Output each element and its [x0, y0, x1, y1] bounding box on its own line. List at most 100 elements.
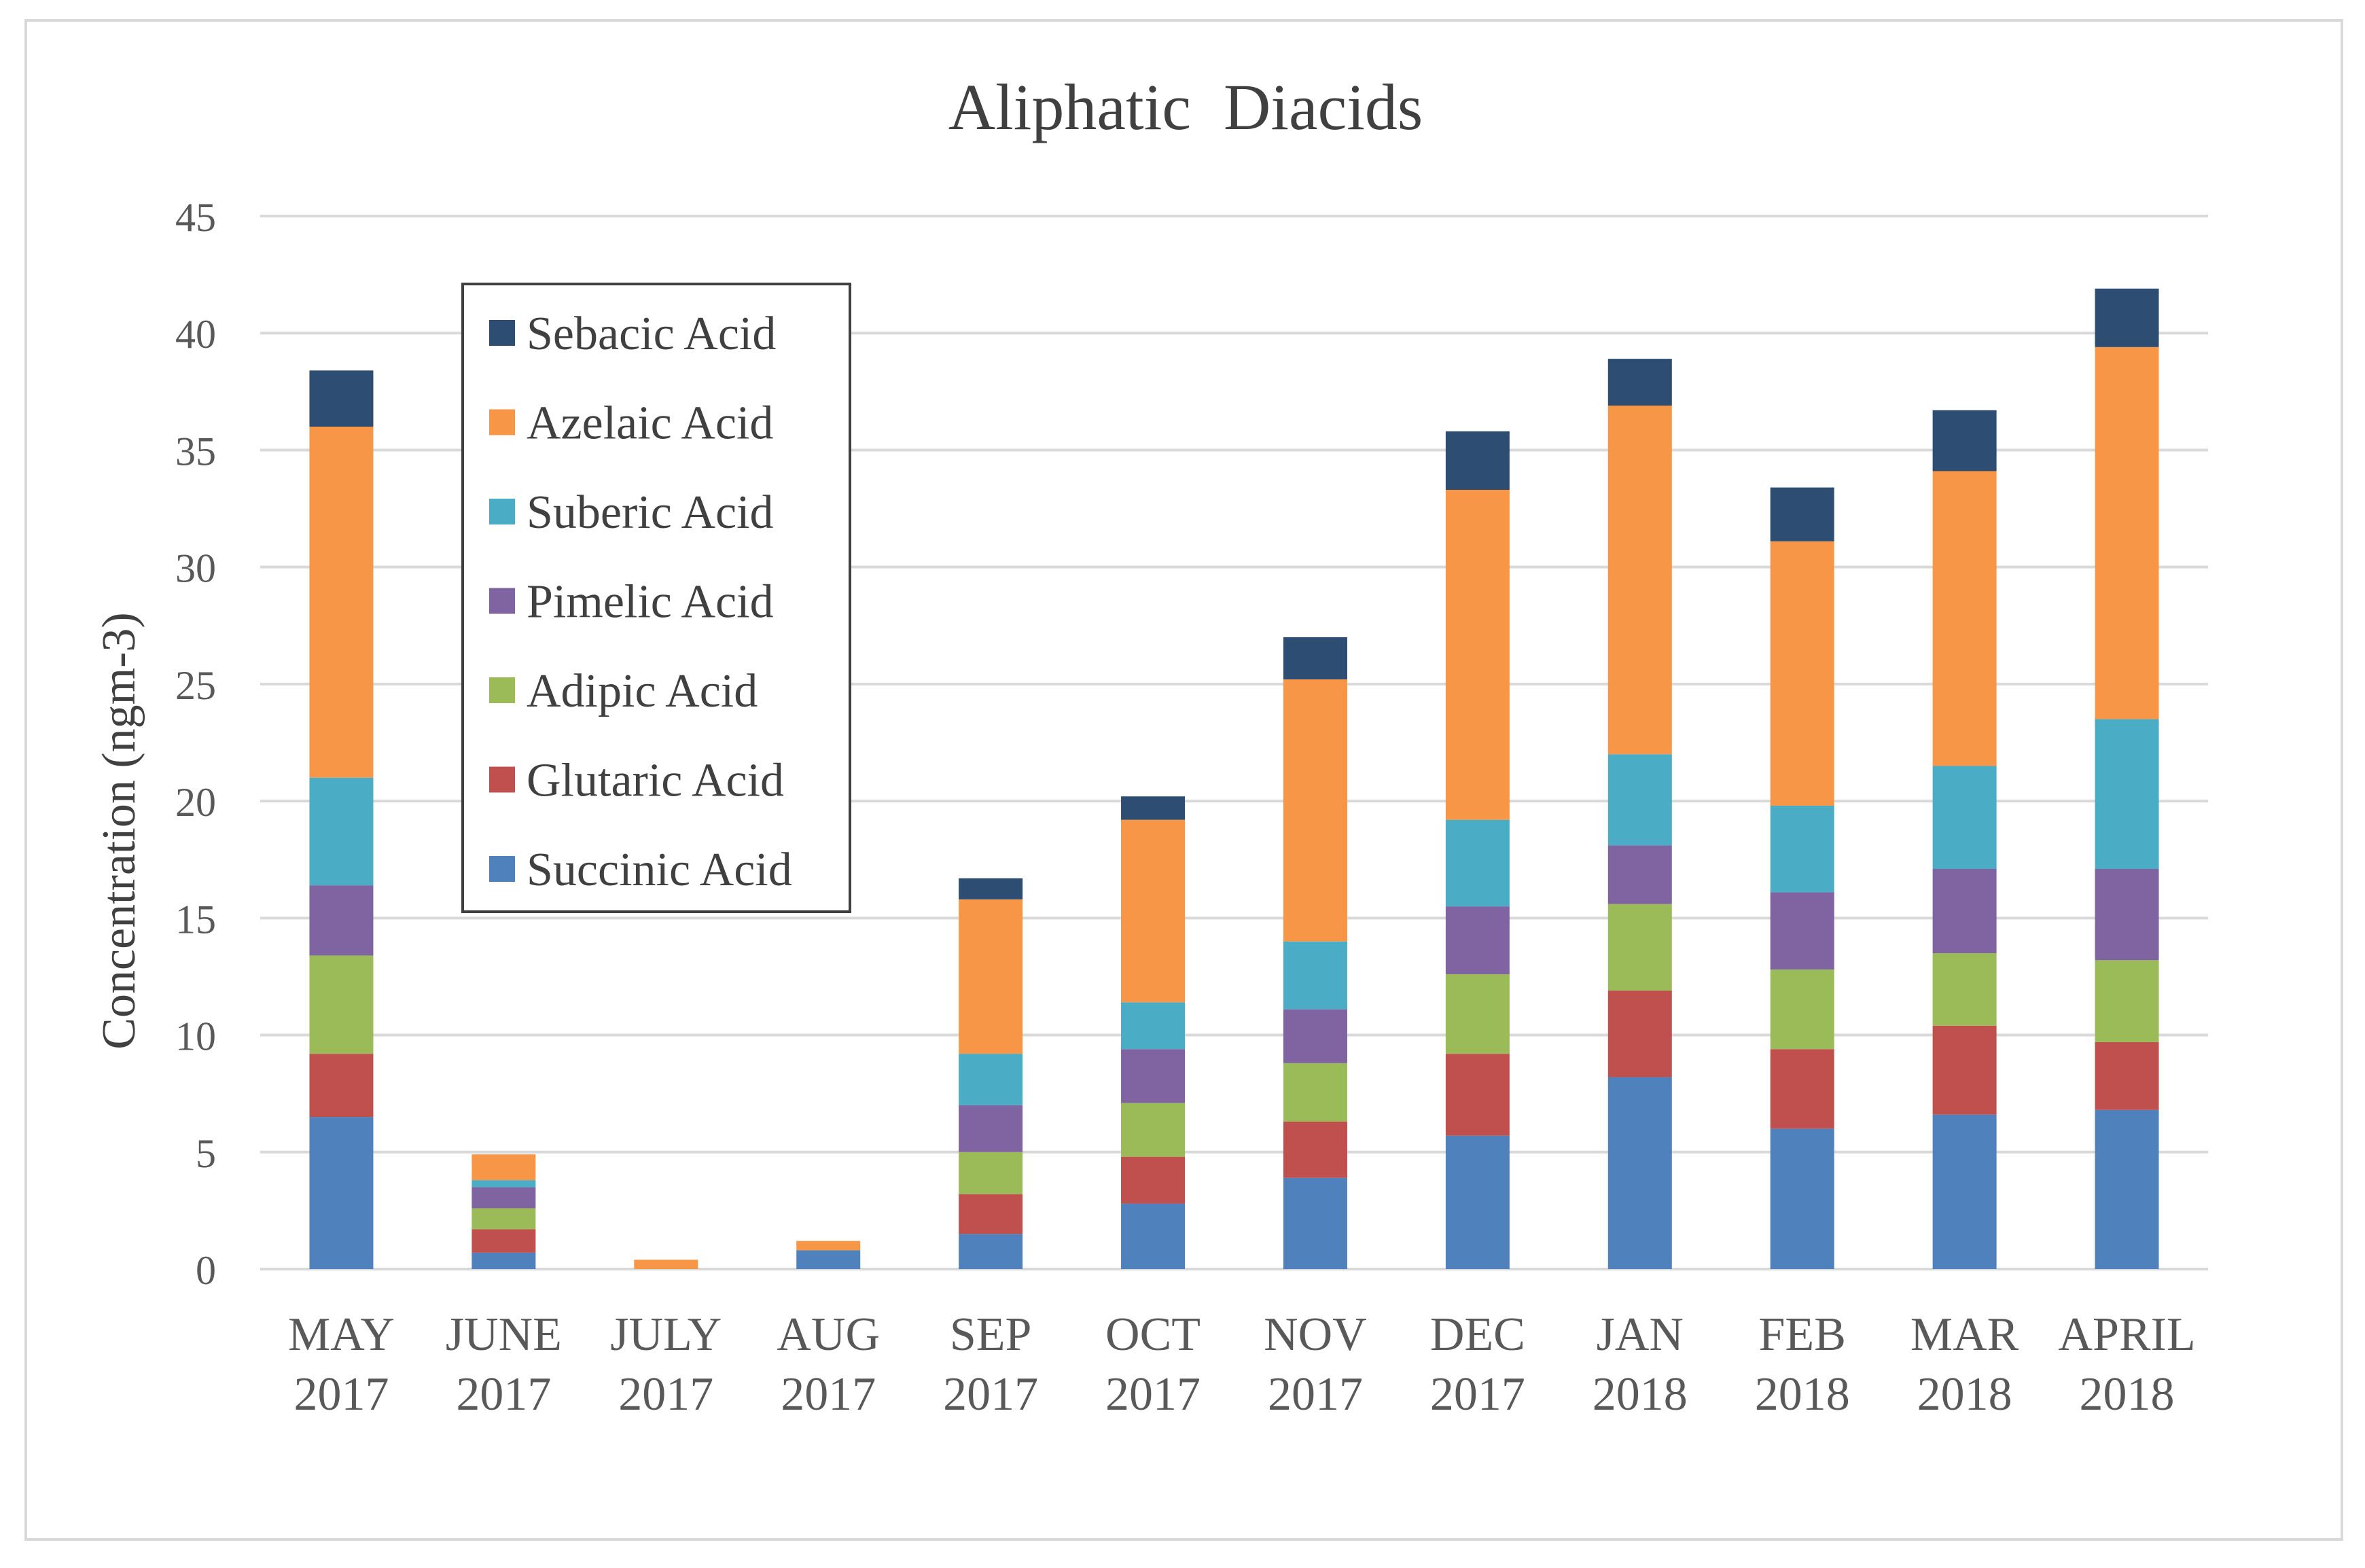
- bar-segment-succinic-acid: [1121, 1203, 1186, 1269]
- y-tick-label: 10: [175, 1014, 216, 1059]
- legend-label: Succinic Acid: [527, 844, 792, 896]
- bar-segment-succinic-acid: [1283, 1177, 1347, 1269]
- x-axis-ticks: MAY 2017 JUNE 2017 JULY 2017 AUG 2017 SEP 2017 OCT…: [288, 1308, 2196, 1421]
- bar-segment-pimelic-acid: [1932, 869, 1997, 953]
- bar-segment-suberic-acid: [959, 1054, 1023, 1105]
- bar-segment-succinic-acid: [1770, 1128, 1834, 1269]
- bar-segment-pimelic-acid: [472, 1187, 536, 1209]
- bar-segment-succinic-acid: [2095, 1109, 2159, 1269]
- legend-swatch: [489, 677, 515, 703]
- x-tick-label: JAN: [1597, 1308, 1684, 1361]
- bar-segment-suberic-acid: [1283, 941, 1347, 1010]
- x-tick-label: 2017: [1268, 1368, 1363, 1421]
- bar-segment-sebacic-acid: [959, 878, 1023, 899]
- bar-segment-glutaric-acid: [959, 1194, 1023, 1234]
- bar-segment-adipic-acid: [1770, 969, 1834, 1050]
- bar-segment-glutaric-acid: [472, 1229, 536, 1253]
- x-tick-label: 2018: [1755, 1368, 1850, 1421]
- bar-segment-glutaric-acid: [309, 1054, 374, 1118]
- bar-segment-adipic-acid: [472, 1208, 536, 1230]
- bar-segment-azelaic-acid: [1932, 471, 1997, 766]
- bar-segment-suberic-acid: [1445, 819, 1510, 907]
- y-tick-label: 15: [175, 897, 216, 942]
- legend-label: Glutaric Acid: [527, 755, 784, 807]
- legend-swatch: [489, 409, 515, 435]
- legend-swatch: [489, 766, 515, 793]
- bar-segment-sebacic-acid: [1932, 410, 1997, 471]
- y-tick-label: 30: [175, 546, 216, 591]
- y-tick-label: 40: [175, 312, 216, 357]
- bar-segment-azelaic-acid: [1121, 819, 1186, 1003]
- bar-segment-adipic-acid: [1445, 974, 1510, 1054]
- y-tick-label: 20: [175, 780, 216, 825]
- bar-segment-suberic-acid: [1607, 754, 1672, 846]
- x-tick-label: SEP: [950, 1308, 1032, 1361]
- bar-segment-suberic-acid: [309, 777, 374, 886]
- bar-segment-glutaric-acid: [1607, 991, 1672, 1077]
- bar-segment-pimelic-acid: [1121, 1049, 1186, 1103]
- y-axis-ticks: 0 5 10 15 20 25 30 35 40 45: [175, 195, 216, 1293]
- x-tick-label: AUG: [777, 1308, 880, 1361]
- x-tick-label: 2017: [294, 1368, 389, 1421]
- bar-segment-glutaric-acid: [1121, 1156, 1186, 1204]
- bar-segment-pimelic-acid: [309, 885, 374, 956]
- bar-segment-suberic-acid: [1770, 806, 1834, 893]
- bar-segment-sebacic-acid: [2095, 288, 2159, 347]
- bar-segment-sebacic-acid: [1445, 431, 1510, 490]
- bar-segment-sebacic-acid: [1283, 637, 1347, 679]
- bar-segment-azelaic-acid: [1770, 541, 1834, 806]
- bar-segment-azelaic-acid: [1607, 406, 1672, 755]
- bar-segment-sebacic-acid: [1121, 796, 1186, 820]
- x-tick-label: DEC: [1430, 1308, 1525, 1361]
- y-axis-label: Concentration (ngm-3): [93, 612, 145, 1049]
- x-tick-label: MAY: [288, 1308, 395, 1361]
- x-tick-label: 2017: [943, 1368, 1038, 1421]
- legend: Sebacic Acid Azelaic Acid Suberic Acid Pime…: [461, 283, 851, 913]
- x-tick-label: 2017: [1105, 1368, 1201, 1421]
- x-tick-label: FEB: [1759, 1308, 1846, 1361]
- bar-segment-succinic-acid: [959, 1234, 1023, 1269]
- bar-segment-pimelic-acid: [1770, 892, 1834, 970]
- bar-segment-suberic-acid: [1121, 1002, 1186, 1050]
- bar-segment-succinic-acid: [309, 1117, 374, 1269]
- bar-segment-glutaric-acid: [1445, 1054, 1510, 1136]
- legend-box: [461, 283, 851, 913]
- y-tick-label: 25: [175, 663, 216, 708]
- x-tick-label: APRIL: [2058, 1308, 2195, 1361]
- bar-segment-azelaic-acid: [1283, 679, 1347, 942]
- x-tick-label: 2017: [1430, 1368, 1525, 1421]
- bars: [309, 288, 2159, 1269]
- x-tick-label: 2017: [618, 1368, 713, 1421]
- legend-label: Suberic Acid: [527, 486, 774, 539]
- bar-segment-adipic-acid: [1607, 904, 1672, 991]
- bar-segment-pimelic-acid: [1607, 845, 1672, 904]
- bar-segment-adipic-acid: [1283, 1063, 1347, 1122]
- bar-segment-glutaric-acid: [1283, 1122, 1347, 1178]
- chart-title: Aliphatic Diacids: [948, 71, 1423, 143]
- bar-segment-azelaic-acid: [472, 1154, 536, 1181]
- bar-segment-glutaric-acid: [2095, 1041, 2159, 1110]
- x-tick-label: MAR: [1910, 1308, 2019, 1361]
- legend-swatch: [489, 588, 515, 614]
- x-tick-label: 2018: [2080, 1368, 2175, 1421]
- legend-label: Sebacic Acid: [527, 308, 776, 360]
- bar-segment-glutaric-acid: [1770, 1049, 1834, 1129]
- bar-segment-adipic-acid: [1932, 953, 1997, 1026]
- bar-segment-succinic-acid: [1445, 1135, 1510, 1269]
- legend-swatch: [489, 320, 515, 346]
- bar-segment-adipic-acid: [309, 955, 374, 1054]
- bar-segment-azelaic-acid: [634, 1260, 698, 1269]
- x-tick-label: 2018: [1593, 1368, 1688, 1421]
- x-tick-label: OCT: [1105, 1308, 1201, 1361]
- x-tick-label: 2018: [1917, 1368, 2012, 1421]
- legend-label: Azelaic Acid: [527, 397, 773, 450]
- bar-segment-azelaic-acid: [309, 427, 374, 778]
- y-tick-label: 35: [175, 429, 216, 474]
- x-tick-label: 2017: [456, 1368, 551, 1421]
- bar-segment-succinic-acid: [1932, 1114, 1997, 1269]
- x-tick-label: 2017: [781, 1368, 876, 1421]
- bar-segment-suberic-acid: [1932, 766, 1997, 869]
- bar-segment-azelaic-acid: [1445, 490, 1510, 820]
- bar-segment-pimelic-acid: [1445, 906, 1510, 974]
